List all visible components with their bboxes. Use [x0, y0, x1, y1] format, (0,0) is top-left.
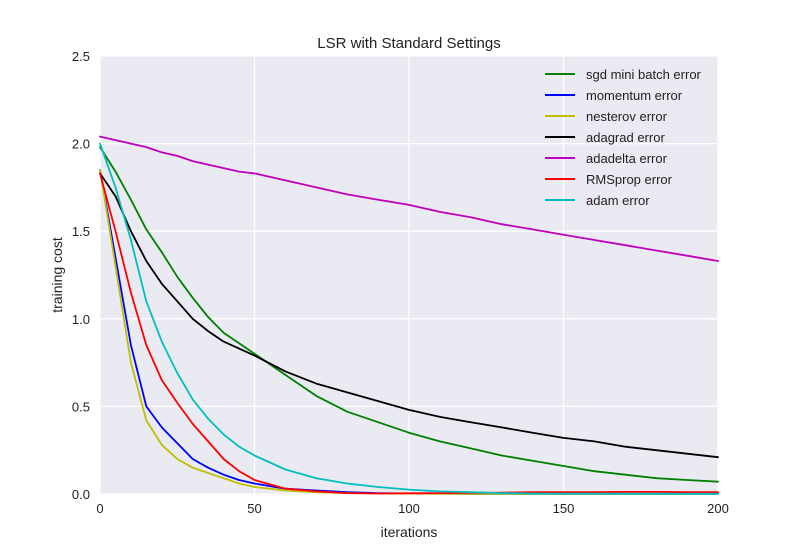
x-tick-label: 50 [247, 501, 261, 516]
x-axis-label: iterations [381, 524, 438, 540]
series-line-rmsprop-error [99, 172, 719, 495]
legend-label: RMSprop error [586, 172, 673, 187]
x-tick-label: 200 [707, 501, 729, 516]
series-lines [99, 135, 719, 495]
legend-label: adam error [586, 193, 650, 208]
legend-label: nesterov error [586, 109, 668, 124]
legend-label: adadelta error [586, 151, 668, 166]
chart-title: LSR with Standard Settings [317, 35, 500, 52]
y-tick-label: 1.0 [72, 312, 90, 327]
series-line-sgd-mini-batch-error [99, 146, 719, 483]
tick-labels: 0 50 100 150 200 0.0 0.5 1.0 1.5 2.0 2.5 [72, 49, 729, 516]
legend-label: sgd mini batch error [586, 67, 702, 82]
series-line-adagrad-error [99, 172, 719, 459]
series-line-adadelta-error [99, 135, 719, 262]
legend-label: momentum error [586, 88, 683, 103]
x-tick-label: 0 [96, 501, 103, 516]
legend-label: adagrad error [586, 130, 665, 145]
y-tick-label: 0.0 [72, 487, 90, 502]
y-tick-label: 0.5 [72, 399, 90, 414]
y-tick-label: 2.5 [72, 49, 90, 64]
x-tick-label: 100 [398, 501, 420, 516]
grid [99, 55, 719, 495]
legend: sgd mini batch error momentum error nester… [545, 67, 702, 208]
series-line-adam-error [99, 142, 719, 495]
y-axis-label: training cost [49, 237, 65, 313]
x-tick-label: 150 [553, 501, 575, 516]
y-tick-label: 2.0 [72, 137, 90, 152]
y-tick-label: 1.5 [72, 224, 90, 239]
